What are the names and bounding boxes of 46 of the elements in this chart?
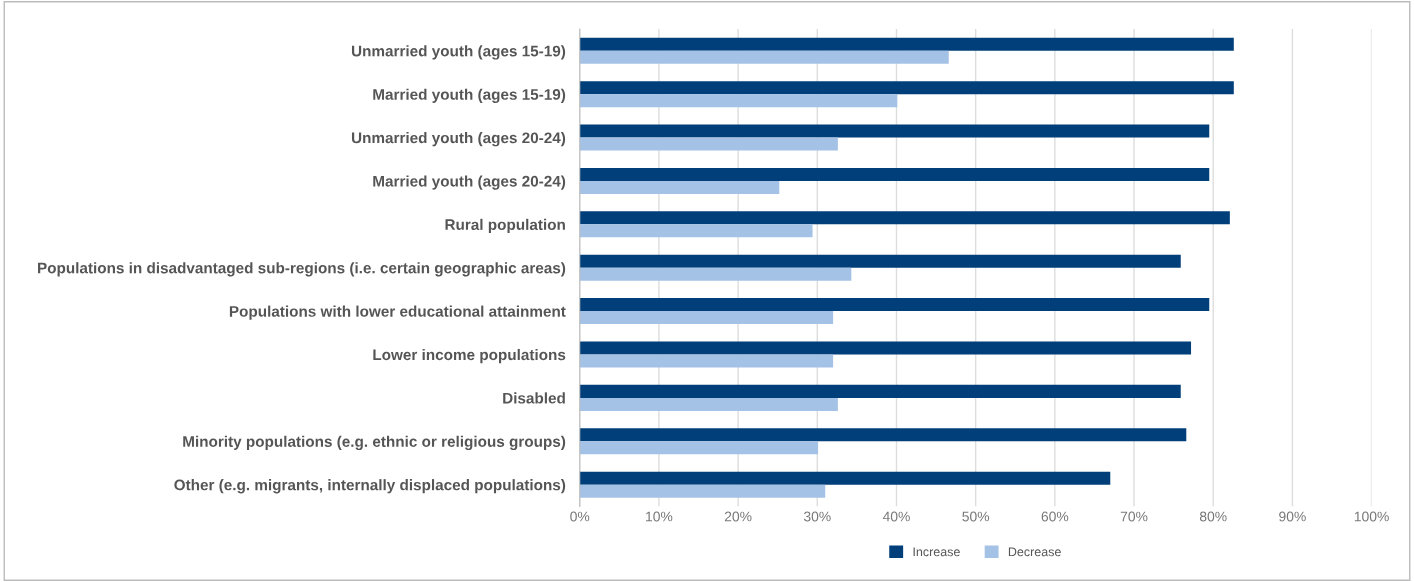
bar xyxy=(579,311,834,325)
x-tick-label: 80% xyxy=(1199,511,1227,522)
y-tick-label: Lower income populations xyxy=(373,348,566,364)
bar xyxy=(579,81,1234,95)
y-tick-label: Rural population xyxy=(445,218,565,234)
bar xyxy=(579,397,838,411)
y-tick-label: Minority populations (e.g. ethnic or religious groups) xyxy=(183,435,566,451)
bar xyxy=(579,471,1111,485)
bar xyxy=(579,167,1210,181)
x-tick-label: 50% xyxy=(962,511,990,522)
bar xyxy=(579,254,1181,268)
bar xyxy=(579,267,852,281)
y-tick-label: Married youth (ages 15-19) xyxy=(373,88,566,103)
legend-label: Decrease xyxy=(1008,547,1061,557)
y-tick-label: Disabled xyxy=(503,392,565,404)
y-tick-label: Other (e.g. migrants, internally displaced populations) xyxy=(174,479,566,494)
bar xyxy=(579,124,1210,138)
bar xyxy=(579,137,838,151)
y-tick-label: Unmarried youth (ages 15-19) xyxy=(351,45,566,60)
bar xyxy=(579,441,819,455)
bar xyxy=(579,341,1192,355)
y-tick-label: Married youth (ages 20-24) xyxy=(373,175,566,190)
bar xyxy=(579,298,1210,312)
x-tick-label: 60% xyxy=(1041,511,1069,522)
bar xyxy=(579,211,1230,225)
bar xyxy=(579,428,1187,442)
x-tick-label: 40% xyxy=(882,511,910,522)
x-tick-label: 70% xyxy=(1120,511,1148,522)
bar xyxy=(579,94,898,108)
x-tick-label: 90% xyxy=(1279,511,1306,522)
bar xyxy=(579,224,813,238)
bar xyxy=(579,484,826,498)
x-tick-label: 20% xyxy=(724,511,752,522)
y-tick-label: Populations with lower educational attainment xyxy=(229,305,566,320)
bar xyxy=(579,50,949,64)
x-tick-label: 30% xyxy=(803,511,831,522)
bar xyxy=(579,384,1181,398)
y-tick-label: Populations in disadvantaged sub-regions (i.e. certain geographic areas) xyxy=(38,262,566,277)
y-tick-label: Unmarried youth (ages 20-24) xyxy=(351,132,566,147)
bar xyxy=(579,180,780,194)
x-tick-label: 10% xyxy=(646,511,673,522)
bar xyxy=(579,37,1234,51)
x-tick-label: 100% xyxy=(1354,511,1389,522)
bar xyxy=(579,354,834,368)
x-tick-label: 0% xyxy=(570,511,590,522)
legend-label: Increase xyxy=(913,547,960,557)
